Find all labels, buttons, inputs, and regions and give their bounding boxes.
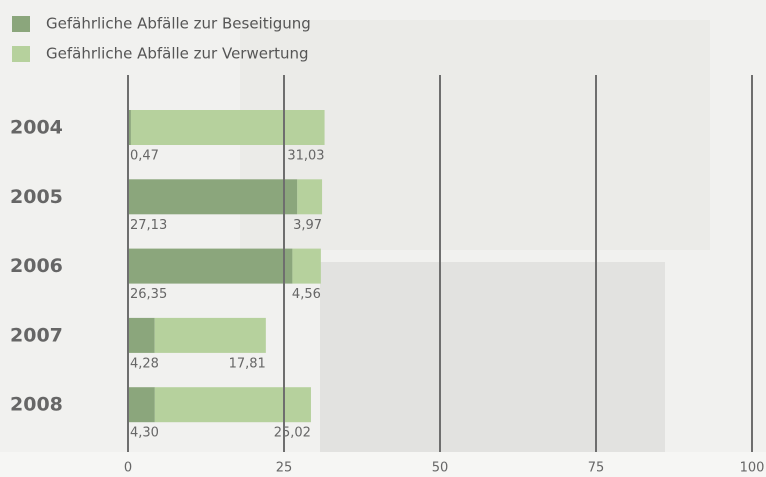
value-label: 3,97	[293, 218, 322, 233]
x-tick-label: 25	[276, 461, 293, 476]
bar	[128, 317, 155, 353]
legend-swatch	[12, 46, 30, 62]
bar	[292, 248, 321, 284]
y-tick-label: 2006	[10, 255, 63, 277]
bar	[297, 179, 323, 215]
value-label: 26,35	[130, 287, 167, 302]
bar	[130, 110, 325, 145]
bar	[128, 179, 298, 215]
bar	[154, 387, 311, 423]
value-label: 25,02	[274, 426, 311, 441]
legend-label: Gefährliche Abfälle zur Beseitigung	[46, 15, 311, 33]
x-tick-label: 50	[432, 461, 449, 476]
bar	[154, 317, 266, 353]
bar	[128, 110, 131, 145]
y-tick-label: 2005	[10, 186, 63, 208]
background-floor	[0, 452, 766, 477]
x-tick-label: 0	[124, 461, 132, 476]
bar	[128, 387, 155, 423]
bar	[128, 248, 293, 284]
value-label: 31,03	[287, 149, 324, 164]
x-tick-label: 75	[588, 461, 605, 476]
value-label: 27,13	[130, 218, 167, 233]
value-label: 17,81	[229, 356, 266, 371]
value-label: 0,47	[130, 149, 159, 164]
value-label: 4,56	[292, 287, 321, 302]
x-tick-label: 100	[740, 461, 765, 476]
background-photo	[320, 262, 665, 452]
legend-label: Gefährliche Abfälle zur Verwertung	[46, 45, 309, 63]
legend-swatch	[12, 16, 30, 32]
value-label: 4,28	[130, 356, 159, 371]
y-tick-label: 2007	[10, 324, 63, 346]
y-tick-label: 2004	[10, 117, 63, 139]
y-tick-label: 2008	[10, 394, 63, 416]
value-label: 4,30	[130, 426, 159, 441]
